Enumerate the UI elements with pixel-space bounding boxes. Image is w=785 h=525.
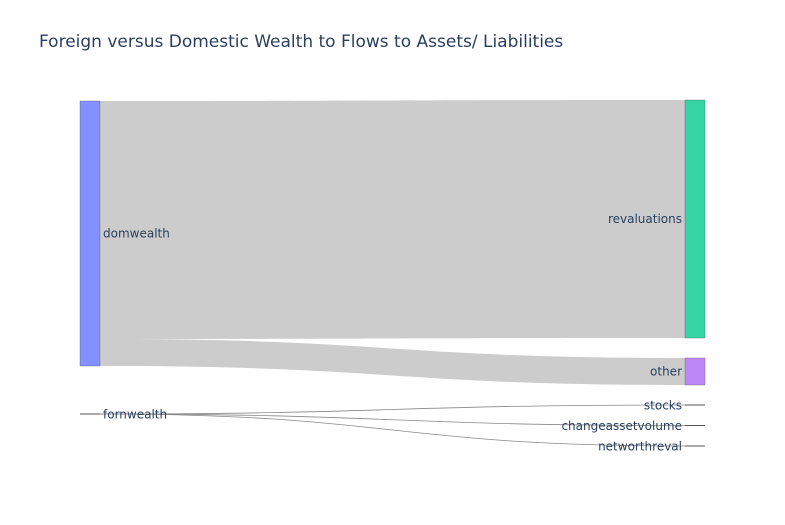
sankey-label-fornwealth: fornwealth	[103, 407, 167, 421]
sankey-node-revaluations[interactable]	[684, 99, 706, 339]
sankey-link-domwealth-other[interactable]	[100, 339, 685, 385]
sankey-nodes	[79, 99, 706, 447]
sankey-label-changeassetvolume: changeassetvolume	[561, 419, 682, 433]
sankey-label-domwealth: domwealth	[103, 227, 170, 241]
chart-title: Foreign versus Domestic Wealth to Flows …	[39, 32, 564, 52]
sankey-node-domwealth[interactable]	[79, 100, 101, 367]
sankey-link-fornwealth-networthreval[interactable]	[99, 413, 686, 447]
sankey-link-fornwealth-changeassetvolume[interactable]	[99, 413, 686, 426]
sankey-label-other: other	[650, 365, 682, 379]
sankey-label-stocks: stocks	[644, 398, 682, 412]
sankey-label-networthreval: networthreval	[598, 439, 682, 453]
sankey-labels: domwealth fornwealth revaluations other stoc…	[103, 212, 682, 453]
sankey-node-other[interactable]	[684, 357, 706, 386]
sankey-links	[99, 100, 686, 447]
sankey-label-revaluations: revaluations	[608, 212, 682, 226]
sankey-link-domwealth-revaluations[interactable]	[100, 100, 685, 339]
sankey-link-fornwealth-stocks[interactable]	[99, 404, 686, 415]
